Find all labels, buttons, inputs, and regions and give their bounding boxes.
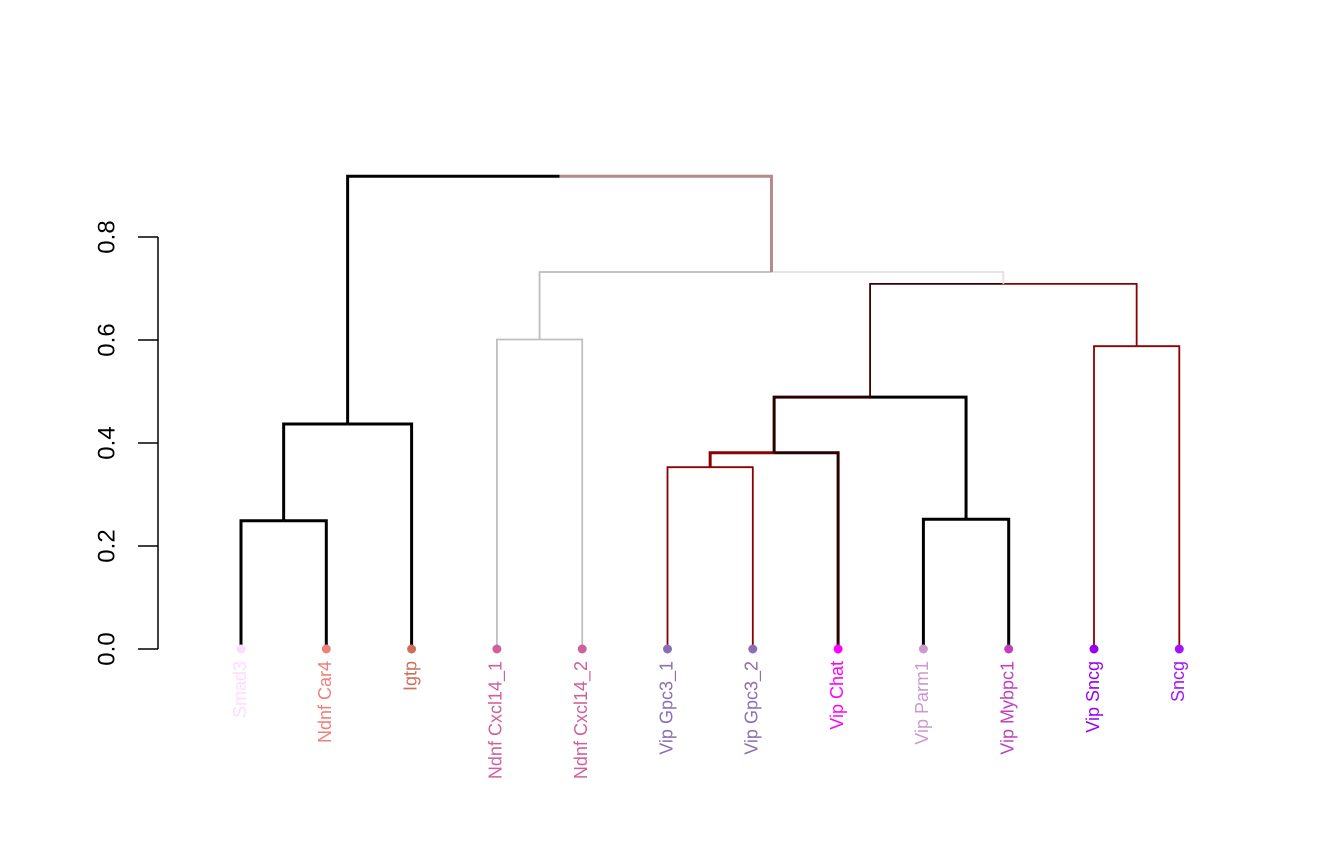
leaf-label: Vip Parm1 (912, 661, 932, 745)
branch-right (347, 422, 414, 649)
branch-right (771, 271, 1005, 284)
branch-right (539, 338, 584, 649)
y-axis: 0.0 0.2 0.4 0.6 0.8 (93, 220, 159, 666)
y-tick-label: 0.0 (93, 632, 120, 665)
branch-right (283, 519, 328, 649)
branch-left (346, 174, 560, 424)
branch-left (1093, 345, 1137, 649)
y-tick-label: 0.8 (93, 220, 120, 253)
branch-right (774, 451, 840, 649)
leaf-point (236, 644, 246, 654)
leaf-label: Vip Gpc3_2 (742, 661, 763, 755)
branch-right (1136, 345, 1181, 649)
leaf-label: Sncg (1168, 661, 1188, 702)
leaf-label: Smad3 (230, 661, 250, 718)
branch-left (772, 395, 871, 453)
dendrogram-node-n9 (869, 282, 1138, 398)
leaf-label: Vip Mybpc1 (997, 661, 1017, 755)
leaf-point (1174, 644, 1184, 654)
branch-right (966, 517, 1011, 649)
leaf-label: Vip Sncg (1083, 661, 1103, 733)
leaf-label: Ndnf Car4 (315, 661, 335, 743)
branch-left (921, 517, 967, 649)
leaf-label: Ndnf Cxcl14_2 (571, 661, 592, 779)
branch-right (710, 466, 754, 649)
branch-left (869, 282, 1004, 398)
leaf-point (577, 644, 587, 654)
leaf-labels: Smad3 Ndnf Car4 Igtp Ndnf Cxcl14_1 Ndnf Cxcl… (230, 661, 1188, 779)
dendrogram-branches (239, 174, 1181, 649)
leaf-point (833, 644, 843, 654)
branch-left (496, 338, 540, 649)
leaf-label: Vip Gpc3_1 (656, 661, 677, 755)
branch-left (239, 519, 284, 649)
branch-right (1003, 282, 1138, 347)
y-tick-label: 0.6 (93, 323, 120, 356)
leaf-point (407, 644, 417, 654)
leaf-points (236, 644, 1184, 654)
dendrogram-node-n3 (496, 338, 584, 649)
leaf-point (663, 644, 672, 654)
branch-left (666, 466, 711, 649)
dendrogram-node-n6 (921, 517, 1011, 649)
dendrogram-node-n8 (1093, 345, 1181, 649)
dendrogram-node-n2 (282, 422, 414, 649)
leaf-point (748, 644, 758, 654)
leaf-point (321, 644, 331, 654)
branch-right (559, 174, 773, 273)
leaf-point (1089, 644, 1099, 654)
y-tick-label: 0.2 (93, 529, 120, 562)
dendrogram-node-n7 (772, 395, 968, 520)
leaf-point (1004, 644, 1014, 654)
branch-left (708, 451, 775, 468)
y-tick-label: 0.4 (93, 426, 120, 459)
leaf-label: Ndnf Cxcl14_1 (486, 661, 507, 779)
leaf-label: Igtp (400, 661, 420, 691)
leaf-point (492, 644, 502, 654)
branch-left (538, 271, 772, 340)
dendrogram-node-n4 (666, 466, 754, 649)
dendrogram-node-n10 (538, 271, 1005, 340)
dendrogram-node-n5 (708, 451, 840, 649)
branch-left (282, 422, 348, 521)
dendrogram-node-n11 (346, 174, 773, 424)
leaf-point (918, 644, 928, 654)
dendrogram-node-n1 (239, 519, 328, 649)
branch-right (870, 395, 968, 520)
leaf-label: Vip Chat (827, 661, 847, 730)
